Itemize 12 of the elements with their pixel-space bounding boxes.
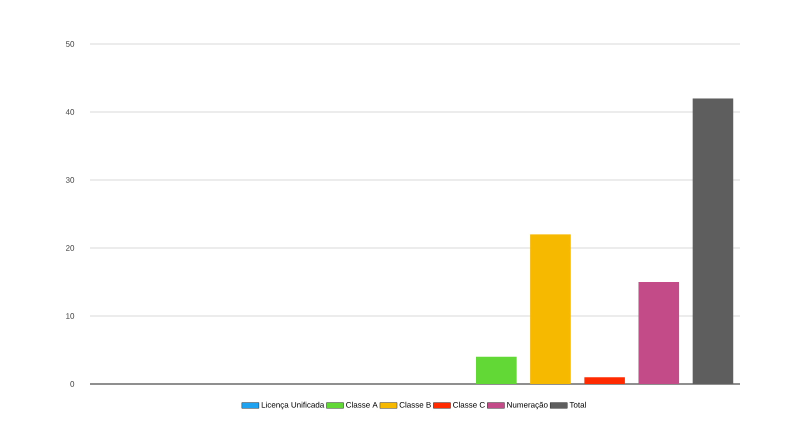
y-tick-label: 40 xyxy=(66,109,74,115)
legend-label: Classe A xyxy=(346,402,378,408)
legend-label: Classe C xyxy=(453,402,485,408)
y-tick-label: 20 xyxy=(66,245,74,251)
legend-label: Numeração xyxy=(507,402,548,410)
y-tick-label: 0 xyxy=(70,381,74,387)
y-tick-label: 30 xyxy=(66,177,74,183)
y-tick-label: 10 xyxy=(66,313,74,319)
legend-label: Licença Unificada xyxy=(262,402,324,410)
y-tick-label: 50 xyxy=(66,41,74,47)
legend-label: Total xyxy=(570,402,586,408)
legend-label: Classe B xyxy=(400,402,431,408)
